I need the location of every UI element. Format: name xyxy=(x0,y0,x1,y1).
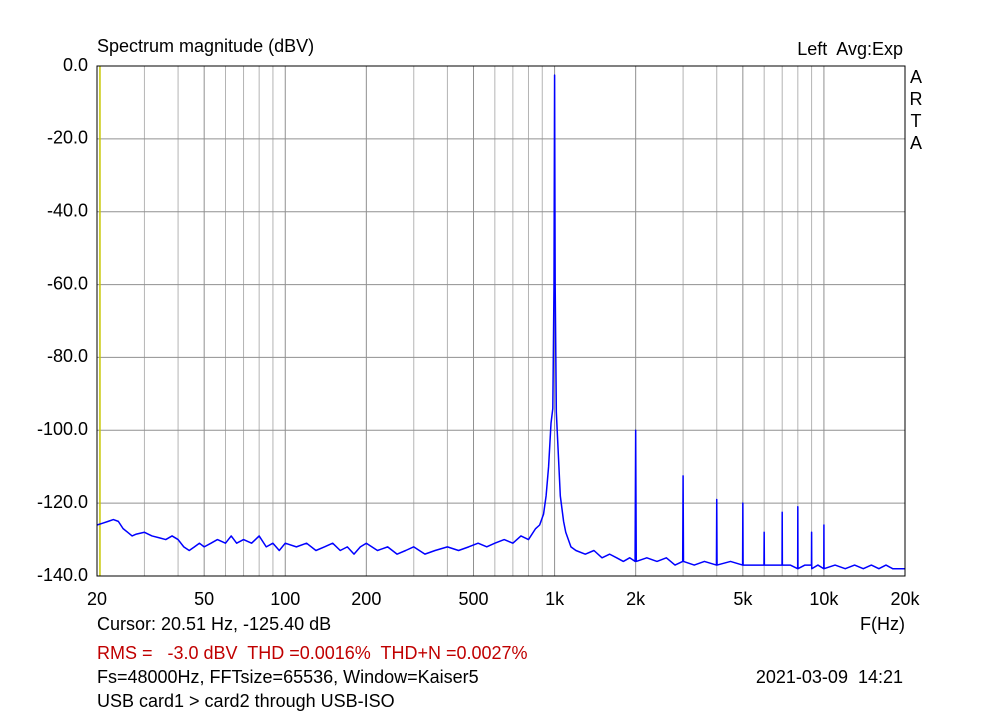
y-tick-label: -20.0 xyxy=(47,128,88,148)
side-label-letter: R xyxy=(910,89,923,109)
y-tick-label: -80.0 xyxy=(47,346,88,366)
side-label-letter: A xyxy=(910,133,922,153)
chart-title: Spectrum magnitude (dBV) xyxy=(97,36,314,56)
x-tick-label: 1k xyxy=(545,589,565,609)
x-axis-label: F(Hz) xyxy=(860,614,905,634)
x-tick-label: 500 xyxy=(458,589,488,609)
y-tick-label: 0.0 xyxy=(63,55,88,75)
stats-text: RMS = -3.0 dBV THD =0.0016% THD+N =0.002… xyxy=(97,643,528,663)
spectrum-line xyxy=(96,74,905,570)
x-tick-label: 20 xyxy=(87,589,107,609)
channel-info: Left Avg:Exp xyxy=(797,39,903,59)
y-tick-label: -100.0 xyxy=(37,419,88,439)
y-tick-label: -140.0 xyxy=(37,565,88,585)
x-tick-label: 100 xyxy=(270,589,300,609)
y-tick-label: -120.0 xyxy=(37,492,88,512)
x-tick-label: 200 xyxy=(351,589,381,609)
x-tick-label: 2k xyxy=(626,589,646,609)
side-label-letter: T xyxy=(911,111,922,131)
description: USB card1 > card2 through USB-ISO xyxy=(97,691,395,711)
cursor-text: Cursor: 20.51 Hz, -125.40 dB xyxy=(97,614,331,634)
x-tick-label: 50 xyxy=(194,589,214,609)
x-tick-label: 20k xyxy=(890,589,920,609)
x-tick-label: 10k xyxy=(809,589,839,609)
date-text: 2021-03-09 14:21 xyxy=(756,667,903,687)
x-tick-label: 5k xyxy=(733,589,753,609)
plot-frame xyxy=(96,65,906,577)
y-tick-label: -60.0 xyxy=(47,273,88,293)
y-tick-label: -40.0 xyxy=(47,200,88,220)
settings-text: Fs=48000Hz, FFTsize=65536, Window=Kaiser… xyxy=(97,667,479,687)
side-label-letter: A xyxy=(910,67,922,87)
